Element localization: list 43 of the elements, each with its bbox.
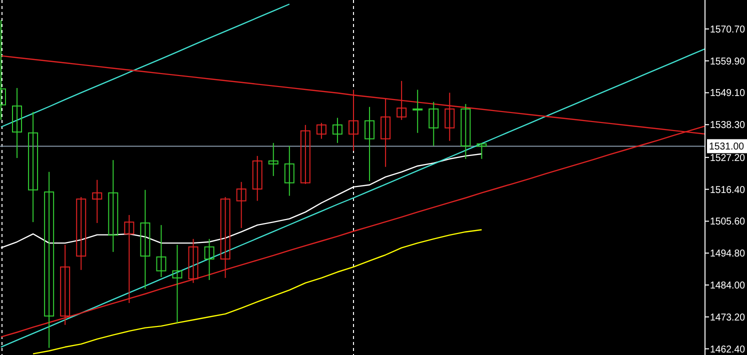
ref-line-label: 1531.00 xyxy=(709,142,746,153)
line-series xyxy=(0,48,705,348)
candlestick xyxy=(204,238,214,280)
line-series xyxy=(0,4,290,128)
candlestick xyxy=(12,88,22,159)
candlestick xyxy=(316,122,326,140)
line-series xyxy=(32,229,482,354)
y-tick-label: 1559.90 xyxy=(710,56,746,68)
candlestick xyxy=(428,101,439,146)
candlestick xyxy=(412,89,423,134)
y-tick-label: 1462.40 xyxy=(710,344,746,355)
candlestick xyxy=(156,224,166,278)
y-tick-label: 1516.40 xyxy=(710,184,746,196)
candlestick xyxy=(268,142,278,177)
y-tick-label: 1538.30 xyxy=(710,120,746,132)
y-tick-label: 1505.60 xyxy=(710,216,746,228)
candlestick xyxy=(28,111,38,223)
candlestick xyxy=(92,179,102,224)
candlestick xyxy=(188,238,198,284)
candlestick xyxy=(364,106,375,182)
candlestick xyxy=(108,160,118,252)
candlestick xyxy=(332,117,342,144)
candlestick xyxy=(252,155,262,202)
candlestick xyxy=(44,171,54,348)
candlestick xyxy=(284,145,294,196)
y-tick-label: 1494.80 xyxy=(710,248,746,260)
y-tick-label: 1473.20 xyxy=(710,312,746,324)
candlestick xyxy=(124,214,134,304)
candlestick xyxy=(140,189,150,290)
y-tick-label: 1527.20 xyxy=(710,152,746,164)
candlestick xyxy=(476,143,487,160)
y-tick-label: 1484.00 xyxy=(710,280,746,292)
y-tick-label: 1570.70 xyxy=(710,24,746,36)
candlestick xyxy=(396,80,407,120)
candlestick xyxy=(236,181,246,229)
line-series xyxy=(0,153,482,248)
candlestick xyxy=(172,244,182,324)
candlestick xyxy=(300,124,310,184)
candlestick xyxy=(76,196,86,270)
candlestick xyxy=(60,244,70,326)
candlestick xyxy=(220,196,230,278)
y-tick-label: 1549.10 xyxy=(710,88,746,100)
candlestick xyxy=(460,103,471,160)
